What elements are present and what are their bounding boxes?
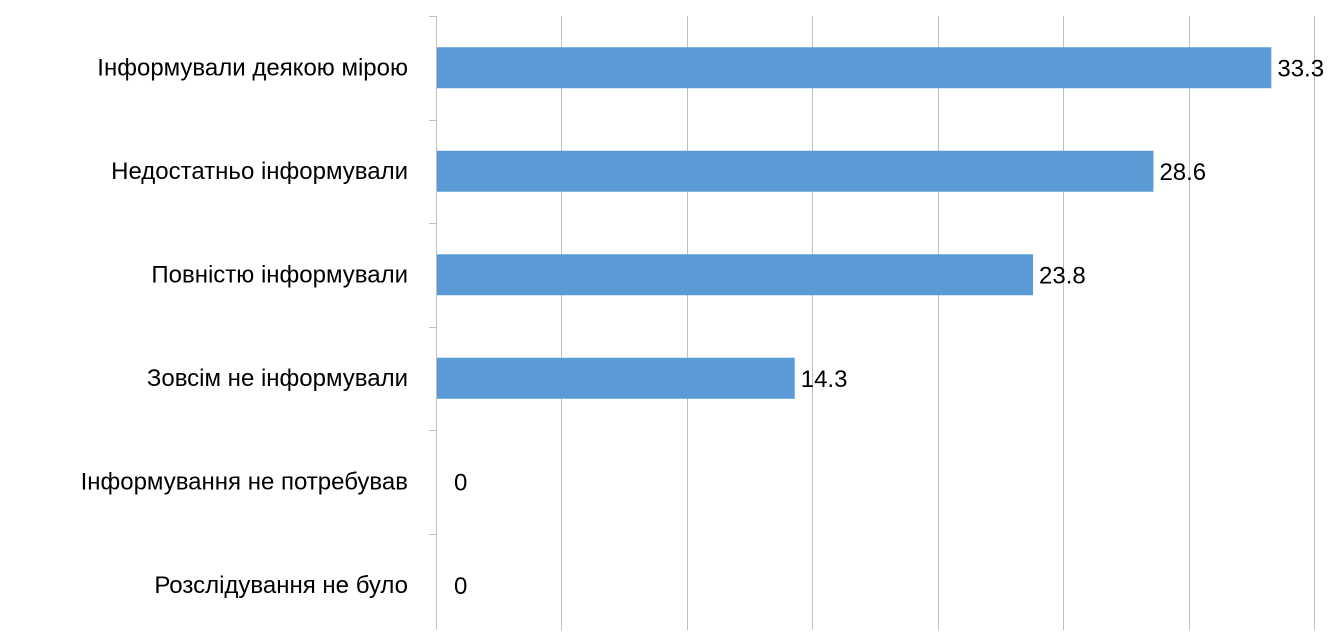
- data-label: 0: [454, 573, 467, 600]
- data-label: 33.3: [1277, 55, 1324, 82]
- category-label: Інформування не потребував: [81, 468, 408, 495]
- category-label: Розслідування не було: [154, 572, 408, 599]
- category-label: Зовсім не інформували: [147, 365, 408, 392]
- bar: [437, 47, 1272, 89]
- data-label: 23.8: [1039, 262, 1086, 289]
- data-label: 0: [454, 469, 467, 496]
- category-label: Повністю інформували: [151, 261, 408, 288]
- labels: Інформували деякою мірою 33.3 Недостатньо …: [81, 54, 1325, 600]
- category-label: Інформували деякою мірою: [97, 54, 408, 81]
- bar: [437, 150, 1154, 192]
- bars: [437, 47, 1272, 399]
- bar: [437, 357, 795, 399]
- data-label: 14.3: [801, 366, 848, 393]
- data-label: 28.6: [1159, 159, 1206, 186]
- bar: [437, 254, 1034, 296]
- category-axis: [429, 16, 437, 635]
- gridlines: [561, 16, 1315, 635]
- category-label: Недостатньо інформували: [111, 158, 408, 185]
